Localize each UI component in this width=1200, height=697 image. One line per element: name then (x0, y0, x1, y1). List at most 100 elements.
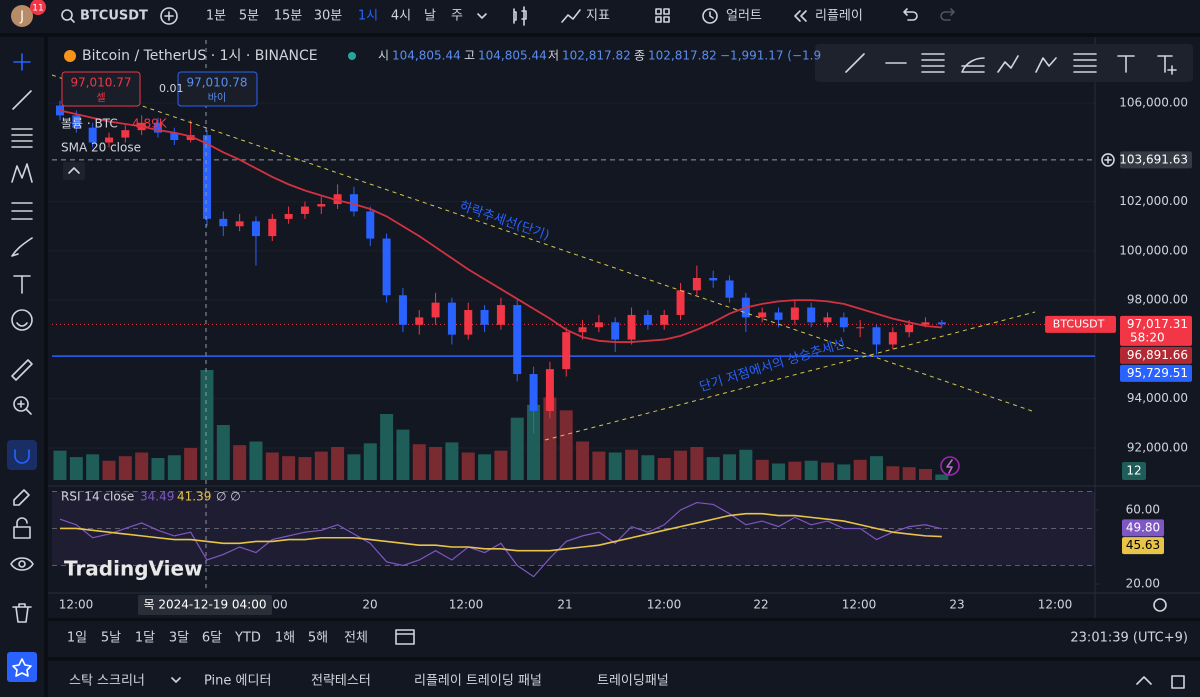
range-button[interactable]: 3달 (169, 631, 189, 646)
search-icon[interactable] (61, 9, 73, 21)
legend-collapse[interactable] (63, 162, 85, 180)
price-label: 96,891.66 (1127, 348, 1188, 362)
volume-bar (592, 451, 606, 480)
date-range-icon[interactable] (395, 629, 415, 645)
trendline-tool[interactable] (12, 90, 32, 110)
buy-button[interactable] (177, 71, 258, 107)
text-tool[interactable] (13, 275, 31, 294)
range-button[interactable]: 6달 (202, 631, 222, 646)
range-button[interactable]: 전체 (344, 631, 368, 646)
candle-body (660, 314, 669, 325)
interval-dropdown[interactable] (477, 13, 487, 19)
volume-bar (641, 455, 655, 480)
delete-tool[interactable] (12, 603, 32, 623)
range-button[interactable]: YTD (234, 631, 261, 646)
range-button[interactable]: 1해 (275, 631, 295, 646)
y-tick-label: 106,000.00 (1119, 96, 1188, 110)
fib-tool[interactable] (11, 128, 33, 148)
redo[interactable] (940, 8, 955, 21)
notification-badge (30, 0, 46, 15)
layout-icon (655, 16, 662, 23)
magnet-active[interactable] (7, 440, 37, 470)
lightning-icon[interactable] (940, 456, 960, 476)
indicator-icon[interactable] (561, 9, 581, 23)
volume-bar (412, 444, 426, 480)
volume-bar (886, 466, 900, 480)
volume-legend-value: 4.89K (132, 117, 168, 131)
symbol[interactable]: BTCUSDT (80, 9, 148, 24)
volume-bar (69, 457, 83, 480)
emoji-tool[interactable] (11, 309, 33, 331)
ruler-tool[interactable] (11, 359, 33, 381)
panel-tab[interactable]: 전략테스터 (311, 674, 371, 689)
settings-gear[interactable] (1153, 598, 1167, 612)
candle-body (219, 218, 228, 227)
add-symbol[interactable] (160, 7, 178, 25)
volume-bar (249, 441, 263, 480)
drawing-tool-icons[interactable] (845, 53, 1177, 75)
interval[interactable]: 4시 (391, 9, 411, 24)
interval[interactable]: 주 (451, 9, 463, 24)
avatar[interactable] (11, 5, 33, 27)
add-alert[interactable] (1101, 153, 1115, 167)
candle-body (480, 310, 489, 325)
range-button[interactable]: 1일 (67, 631, 87, 646)
indicators-button[interactable]: 지표 (586, 9, 610, 24)
hide-tool[interactable] (10, 557, 34, 571)
interval[interactable]: 5분 (239, 9, 259, 24)
watchlist-button[interactable] (7, 652, 37, 682)
volume-bar (265, 452, 279, 480)
range-button[interactable]: 5해 (308, 631, 328, 646)
price-label: 103,691.63 (1119, 152, 1188, 166)
replay-icon[interactable] (794, 10, 807, 22)
drawing-mode[interactable] (13, 489, 30, 506)
chart-type-icon[interactable] (513, 6, 527, 26)
projection-tool[interactable] (11, 202, 33, 220)
volume-badge: 12 (1126, 464, 1141, 478)
brush-tool[interactable] (11, 237, 33, 257)
volume-bar (478, 454, 492, 480)
ohlc-label: 종 (634, 49, 645, 63)
candle-body (676, 290, 685, 315)
candle-body (790, 307, 799, 320)
rsi-value-box (1122, 519, 1164, 537)
panel-toggles[interactable] (171, 676, 1152, 685)
candle-body (72, 115, 81, 128)
undo[interactable] (903, 8, 918, 21)
crosshair-tool[interactable] (13, 53, 31, 71)
volume-bar (461, 452, 475, 480)
market-open-dot (348, 52, 356, 60)
volume-bar (184, 447, 198, 480)
panel-tab[interactable]: 리플레이 트레이딩 패널 (414, 674, 542, 689)
alerts-button[interactable]: 얼러트 (726, 9, 762, 24)
chart-group (48, 37, 1200, 618)
candle-body (774, 312, 783, 320)
lock-tool[interactable] (13, 526, 31, 539)
pattern-tool[interactable] (11, 163, 33, 183)
alert-icon[interactable] (702, 8, 718, 24)
interval[interactable]: 날 (424, 9, 436, 24)
price-label-box (1120, 346, 1192, 364)
interval[interactable]: 1분 (206, 9, 226, 24)
interval[interactable]: 15분 (274, 9, 303, 24)
range-button[interactable]: 5날 (101, 631, 121, 646)
interval[interactable]: 30분 (314, 9, 343, 24)
ohlc-value: 104,805.44 (392, 49, 461, 63)
change-value: −1,991.17 (−1.9 (720, 49, 821, 63)
panel-tab[interactable]: 스탁 스크리너 (69, 674, 145, 689)
interval[interactable]: 1시 (358, 9, 378, 24)
maximize-panel[interactable] (1171, 675, 1185, 689)
panel-tab[interactable]: Pine 에디터 (204, 674, 271, 689)
layout-icon (663, 8, 670, 15)
candle-body (186, 135, 195, 141)
sell-button[interactable] (61, 71, 141, 107)
replay-button[interactable]: 리플레이 (815, 9, 863, 24)
rsi-value-label: 49.80 (1126, 520, 1160, 534)
range-button[interactable]: 1달 (135, 631, 155, 646)
volume-bar (200, 370, 214, 480)
volume-bar (576, 441, 590, 480)
layout-icon[interactable] (655, 8, 662, 15)
panel-tab[interactable]: 트레이딩패널 (597, 674, 669, 689)
candle-body (431, 302, 440, 318)
zoom-tool[interactable] (13, 396, 29, 412)
